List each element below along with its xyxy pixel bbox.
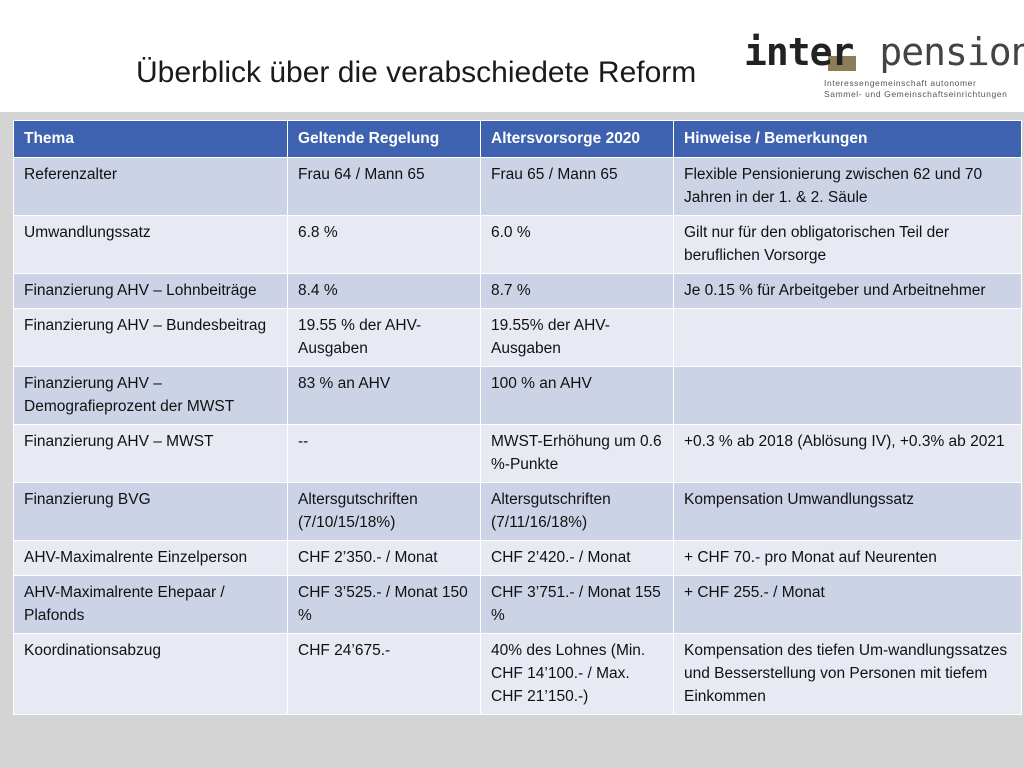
cell-thema: Finanzierung AHV – Lohnbeiträge <box>13 273 288 309</box>
slide-title: Überblick über die verabschiedete Reform <box>136 56 697 89</box>
logo-word-pension: pension <box>879 30 1024 74</box>
table-row: Finanzierung AHV – MWST -- MWST-Erhöhung… <box>13 424 1022 483</box>
cell-altersvorsorge-2020: Altersgutschriften (7/11/16/18%) <box>480 482 674 541</box>
logo-tagline-line2: Sammel- und Gemeinschaftseinrichtungen <box>824 89 1008 99</box>
cell-geltende-regelung: CHF 24’675.- <box>287 633 481 715</box>
cell-hinweise: Flexible Pensionierung zwischen 62 und 7… <box>673 157 1022 216</box>
header-altersvorsorge-2020: Altersvorsorge 2020 <box>480 120 674 158</box>
logo-accent-box <box>828 56 856 71</box>
cell-geltende-regelung: 8.4 % <box>287 273 481 309</box>
cell-hinweise: Je 0.15 % für Arbeitgeber und Arbeitnehm… <box>673 273 1022 309</box>
inter-pension-logo: inter pension Interessengemeinschaft auto… <box>744 30 1024 100</box>
cell-altersvorsorge-2020: CHF 2’420.- / Monat <box>480 540 674 576</box>
cell-geltende-regelung: Frau 64 / Mann 65 <box>287 157 481 216</box>
cell-thema: AHV-Maximalrente Ehepaar / Plafonds <box>13 575 288 634</box>
cell-geltende-regelung: CHF 3’525.- / Monat 150 % <box>287 575 481 634</box>
cell-thema: Finanzierung AHV – MWST <box>13 424 288 483</box>
cell-geltende-regelung: 83 % an AHV <box>287 366 481 425</box>
cell-hinweise: + CHF 255.- / Monat <box>673 575 1022 634</box>
table-row: Finanzierung AHV – Bundesbeitrag 19.55 %… <box>13 308 1022 367</box>
table-row: Referenzalter Frau 64 / Mann 65 Frau 65 … <box>13 157 1022 216</box>
cell-hinweise: + CHF 70.- pro Monat auf Neurenten <box>673 540 1022 576</box>
logo-wordmark: inter pension <box>744 30 1024 74</box>
cell-altersvorsorge-2020: 6.0 % <box>480 215 674 274</box>
table-row: AHV-Maximalrente Einzelperson CHF 2’350.… <box>13 540 1022 576</box>
logo-word-inter: inter <box>744 30 854 74</box>
cell-geltende-regelung: 6.8 % <box>287 215 481 274</box>
cell-thema: Umwandlungssatz <box>13 215 288 274</box>
cell-altersvorsorge-2020: 40% des Lohnes (Min. CHF 14’100.- / Max.… <box>480 633 674 715</box>
cell-geltende-regelung: -- <box>287 424 481 483</box>
cell-altersvorsorge-2020: 19.55% der AHV-Ausgaben <box>480 308 674 367</box>
table-row: Finanzierung AHV – Lohnbeiträge 8.4 % 8.… <box>13 273 1022 309</box>
header-thema: Thema <box>13 120 288 158</box>
logo-tagline: Interessengemeinschaft autonomer Sammel-… <box>824 78 1007 100</box>
cell-hinweise: Gilt nur für den obligatorischen Teil de… <box>673 215 1022 274</box>
cell-thema: Referenzalter <box>13 157 288 216</box>
table-row: Umwandlungssatz 6.8 % 6.0 % Gilt nur für… <box>13 215 1022 274</box>
cell-thema: AHV-Maximalrente Einzelperson <box>13 540 288 576</box>
cell-thema: Finanzierung BVG <box>13 482 288 541</box>
cell-altersvorsorge-2020: MWST-Erhöhung um 0.6 %-Punkte <box>480 424 674 483</box>
cell-hinweise <box>673 308 1022 367</box>
table-header-row: Thema Geltende Regelung Altersvorsorge 2… <box>13 120 1022 158</box>
logo-tagline-line1: Interessengemeinschaft autonomer <box>824 78 977 88</box>
cell-geltende-regelung: 19.55 % der AHV-Ausgaben <box>287 308 481 367</box>
cell-geltende-regelung: CHF 2’350.- / Monat <box>287 540 481 576</box>
cell-hinweise: +0.3 % ab 2018 (Ablösung IV), +0.3% ab 2… <box>673 424 1022 483</box>
cell-altersvorsorge-2020: CHF 3’751.- / Monat 155 % <box>480 575 674 634</box>
table-row: Koordinationsabzug CHF 24’675.- 40% des … <box>13 633 1022 715</box>
table-row: AHV-Maximalrente Ehepaar / Plafonds CHF … <box>13 575 1022 634</box>
cell-altersvorsorge-2020: 8.7 % <box>480 273 674 309</box>
header-hinweise: Hinweise / Bemerkungen <box>673 120 1022 158</box>
cell-thema: Finanzierung AHV – Bundesbeitrag <box>13 308 288 367</box>
cell-thema: Koordinationsabzug <box>13 633 288 715</box>
cell-geltende-regelung: Altersgutschriften (7/10/15/18%) <box>287 482 481 541</box>
reform-overview-table: Thema Geltende Regelung Altersvorsorge 2… <box>13 120 1022 715</box>
cell-altersvorsorge-2020: 100 % an AHV <box>480 366 674 425</box>
cell-hinweise: Kompensation Umwandlungssatz <box>673 482 1022 541</box>
table-row: Finanzierung AHV – Demografieprozent der… <box>13 366 1022 425</box>
cell-hinweise <box>673 366 1022 425</box>
cell-thema: Finanzierung AHV – Demografieprozent der… <box>13 366 288 425</box>
cell-hinweise: Kompensation des tiefen Um-wandlungssatz… <box>673 633 1022 715</box>
table-row: Finanzierung BVG Altersgutschriften (7/1… <box>13 482 1022 541</box>
cell-altersvorsorge-2020: Frau 65 / Mann 65 <box>480 157 674 216</box>
header-geltende-regelung: Geltende Regelung <box>287 120 481 158</box>
